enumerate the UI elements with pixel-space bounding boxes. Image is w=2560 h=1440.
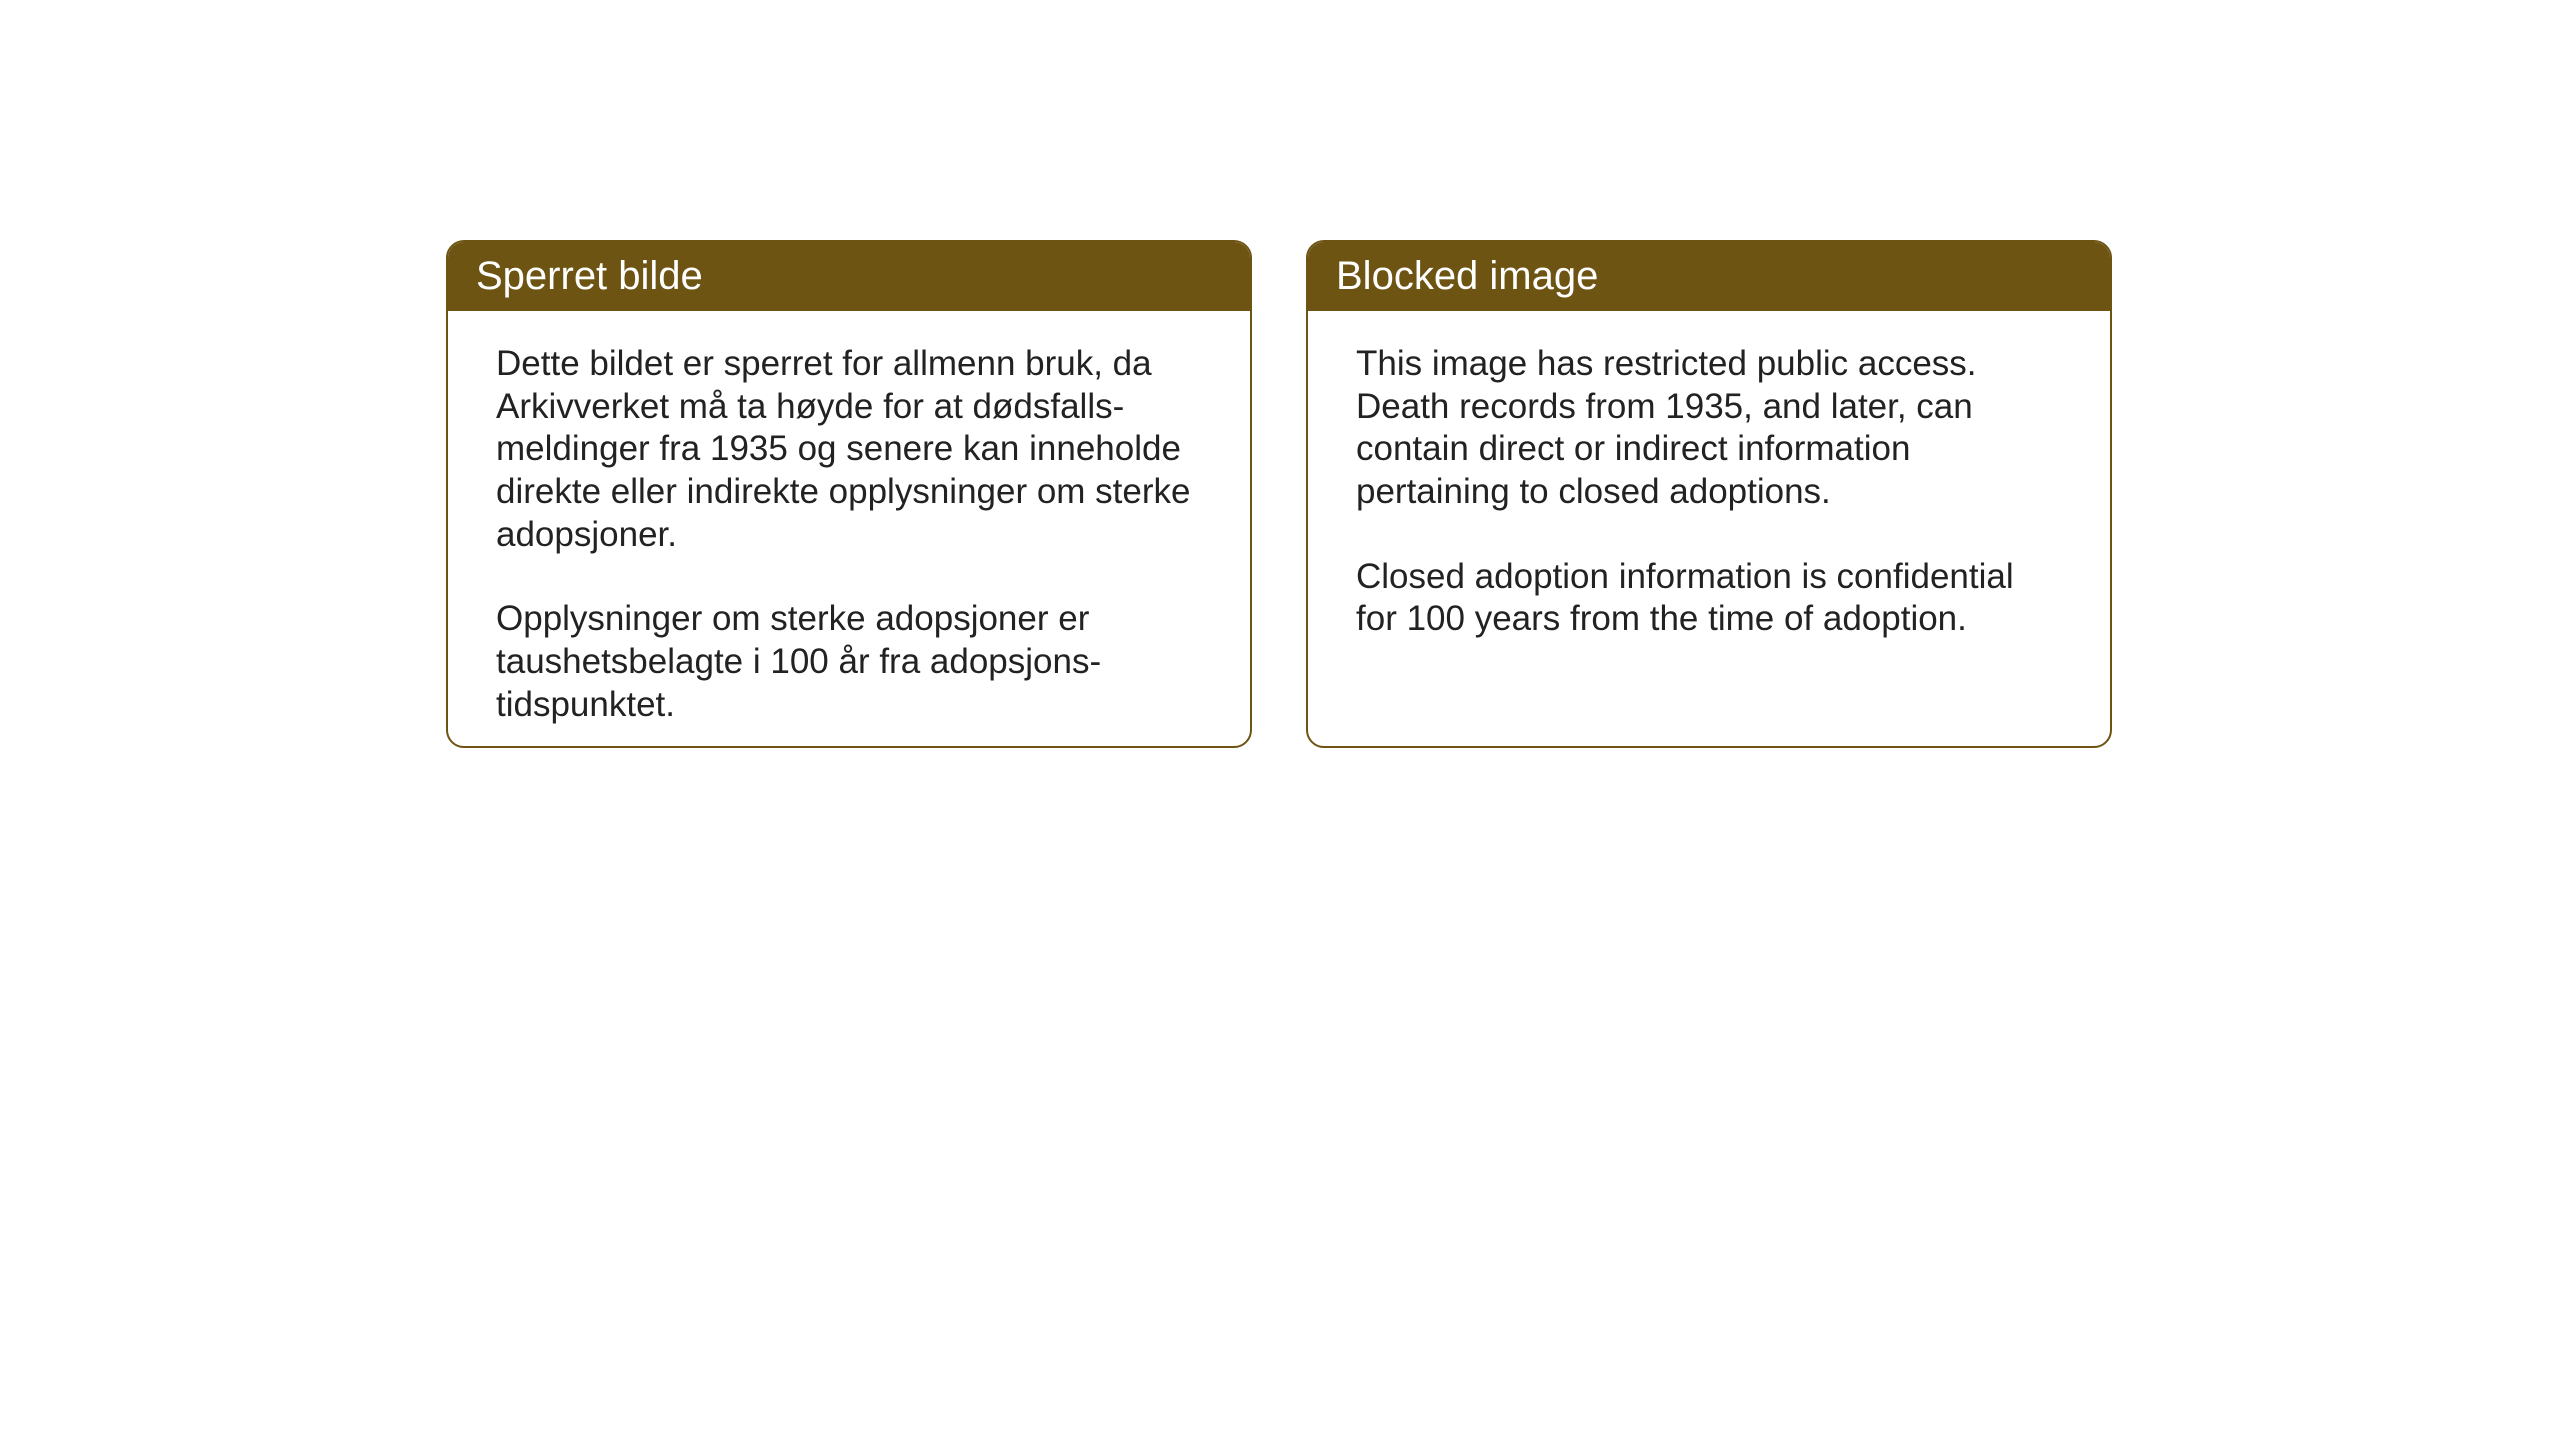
norwegian-notice-card: Sperret bilde Dette bildet er sperret fo… [446, 240, 1252, 748]
english-paragraph-1: This image has restricted public access.… [1356, 343, 2062, 514]
english-card-body: This image has restricted public access.… [1308, 311, 2110, 673]
english-card-title: Blocked image [1308, 242, 2110, 311]
norwegian-card-body: Dette bildet er sperret for allmenn bruk… [448, 311, 1250, 748]
norwegian-paragraph-2: Opplysninger om sterke adopsjoner er tau… [496, 598, 1202, 726]
norwegian-paragraph-1: Dette bildet er sperret for allmenn bruk… [496, 343, 1202, 556]
english-notice-card: Blocked image This image has restricted … [1306, 240, 2112, 748]
norwegian-card-title: Sperret bilde [448, 242, 1250, 311]
notice-container: Sperret bilde Dette bildet er sperret fo… [0, 0, 2560, 988]
english-paragraph-2: Closed adoption information is confident… [1356, 556, 2062, 641]
